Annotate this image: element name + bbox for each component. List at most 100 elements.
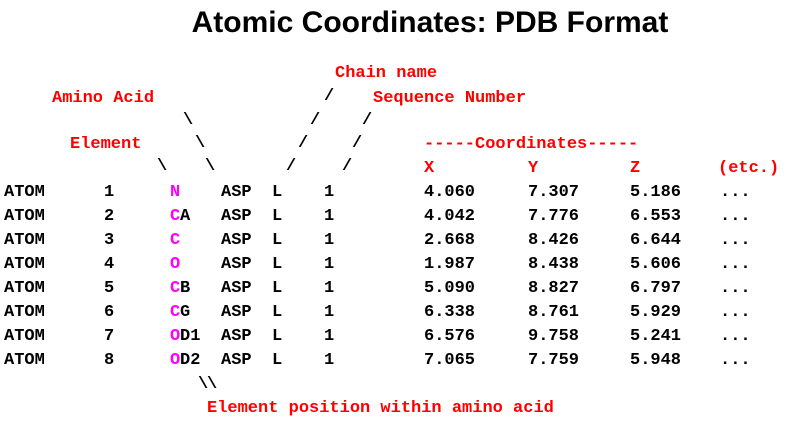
table-row: ATOM 5 C B ASP L 1 5.090 8.827 6.797 ... (0, 280, 800, 304)
element-symbol: C (170, 279, 181, 298)
element-position-label: Element position within amino acid (207, 399, 554, 418)
sequence-number: 1 (324, 279, 335, 298)
element-connector: \ (157, 157, 168, 176)
table-row: ATOM 2 C A ASP L 1 4.042 7.776 6.553 ... (0, 208, 800, 232)
residue-name: ASP (221, 255, 252, 274)
chain-id: L (272, 183, 283, 202)
element-position: A (180, 207, 191, 226)
serial-number: 4 (104, 255, 115, 274)
z-coordinate: 5.606 (630, 255, 682, 274)
element-position: D1 (180, 327, 201, 346)
z-coordinate: 6.797 (630, 279, 682, 298)
chain-name-connector: / (310, 111, 321, 130)
z-coordinate: 5.186 (630, 183, 682, 202)
z-coordinate: 6.644 (630, 231, 682, 250)
etc-value: ... (720, 279, 751, 298)
record-name: ATOM (4, 183, 45, 202)
etc-value: ... (720, 327, 751, 346)
amino-acid-connector: \ (195, 134, 206, 153)
serial-number: 8 (104, 351, 115, 370)
residue-name: ASP (221, 327, 252, 346)
amino-acid-connector: \ (183, 111, 194, 130)
sequence-number-connector: / (362, 111, 373, 130)
residue-name: ASP (221, 207, 252, 226)
y-coordinate: 8.827 (528, 279, 580, 298)
residue-name: ASP (221, 303, 252, 322)
element-symbol: O (170, 351, 181, 370)
element-position-connector: \ (207, 375, 218, 394)
element-position: D2 (180, 351, 201, 370)
y-coordinate: 7.307 (528, 183, 580, 202)
element-symbol: O (170, 255, 181, 274)
y-coordinate: 7.759 (528, 351, 580, 370)
chain-id: L (272, 303, 283, 322)
x-coordinate: 6.338 (424, 303, 476, 322)
x-coordinate: 6.576 (424, 327, 476, 346)
y-coordinate: 9.758 (528, 327, 580, 346)
z-coordinate: 5.929 (630, 303, 682, 322)
record-name: ATOM (4, 303, 45, 322)
sequence-number: 1 (324, 231, 335, 250)
chain-id: L (272, 351, 283, 370)
element-position: B (180, 279, 191, 298)
serial-number: 6 (104, 303, 115, 322)
record-name: ATOM (4, 279, 45, 298)
chain-name-connector: / (298, 134, 309, 153)
z-coordinate: 5.241 (630, 327, 682, 346)
y-column-header: Y (528, 159, 539, 178)
element-symbol: C (170, 207, 181, 226)
sequence-number-label: Sequence Number (373, 89, 527, 108)
record-name: ATOM (4, 231, 45, 250)
y-coordinate: 8.761 (528, 303, 580, 322)
element-position: G (180, 303, 191, 322)
x-coordinate: 1.987 (424, 255, 476, 274)
element-symbol: C (170, 303, 181, 322)
sequence-number: 1 (324, 255, 335, 274)
y-coordinate: 8.426 (528, 231, 580, 250)
etc-value: ... (720, 231, 751, 250)
etc-value: ... (720, 303, 751, 322)
sequence-number-connector: / (352, 134, 363, 153)
chain-id: L (272, 255, 283, 274)
residue-name: ASP (221, 231, 252, 250)
z-coordinate: 5.948 (630, 351, 682, 370)
sequence-number: 1 (324, 351, 335, 370)
element-symbol: N (170, 183, 181, 202)
etc-value: ... (720, 351, 751, 370)
amino-acid-label: Amino Acid (52, 89, 155, 108)
x-coordinate: 4.060 (424, 183, 476, 202)
x-coordinate: 2.668 (424, 231, 476, 250)
table-row: ATOM 7 O D1 ASP L 1 6.576 9.758 5.241 ..… (0, 328, 800, 352)
etc-value: ... (720, 207, 751, 226)
element-symbol: O (170, 327, 181, 346)
table-row: ATOM 4 O ASP L 1 1.987 8.438 5.606 ... (0, 256, 800, 280)
sequence-number: 1 (324, 327, 335, 346)
etc-value: ... (720, 183, 751, 202)
table-row: ATOM 3 C ASP L 1 2.668 8.426 6.644 ... (0, 232, 800, 256)
element-symbol: C (170, 231, 181, 250)
serial-number: 3 (104, 231, 115, 250)
element-position-connector: \ (198, 375, 209, 394)
x-coordinate: 7.065 (424, 351, 476, 370)
y-coordinate: 8.438 (528, 255, 580, 274)
chain-id: L (272, 327, 283, 346)
serial-number: 2 (104, 207, 115, 226)
serial-number: 7 (104, 327, 115, 346)
amino-acid-connector: \ (205, 157, 216, 176)
x-column-header: X (424, 159, 435, 178)
record-name: ATOM (4, 207, 45, 226)
table-row: ATOM 1 N ASP L 1 4.060 7.307 5.186 ... (0, 184, 800, 208)
residue-name: ASP (221, 351, 252, 370)
z-column-header: Z (630, 159, 641, 178)
y-coordinate: 7.776 (528, 207, 580, 226)
table-row: ATOM 6 C G ASP L 1 6.338 8.761 5.929 ... (0, 304, 800, 328)
chain-name-label: Chain name (335, 64, 438, 83)
chain-id: L (272, 279, 283, 298)
chain-name-connector: / (286, 157, 297, 176)
sequence-number: 1 (324, 303, 335, 322)
table-row: ATOM 8 O D2 ASP L 1 7.065 7.759 5.948 ..… (0, 352, 800, 376)
z-coordinate: 6.553 (630, 207, 682, 226)
etc-value: ... (720, 255, 751, 274)
chain-id: L (272, 231, 283, 250)
serial-number: 1 (104, 183, 115, 202)
